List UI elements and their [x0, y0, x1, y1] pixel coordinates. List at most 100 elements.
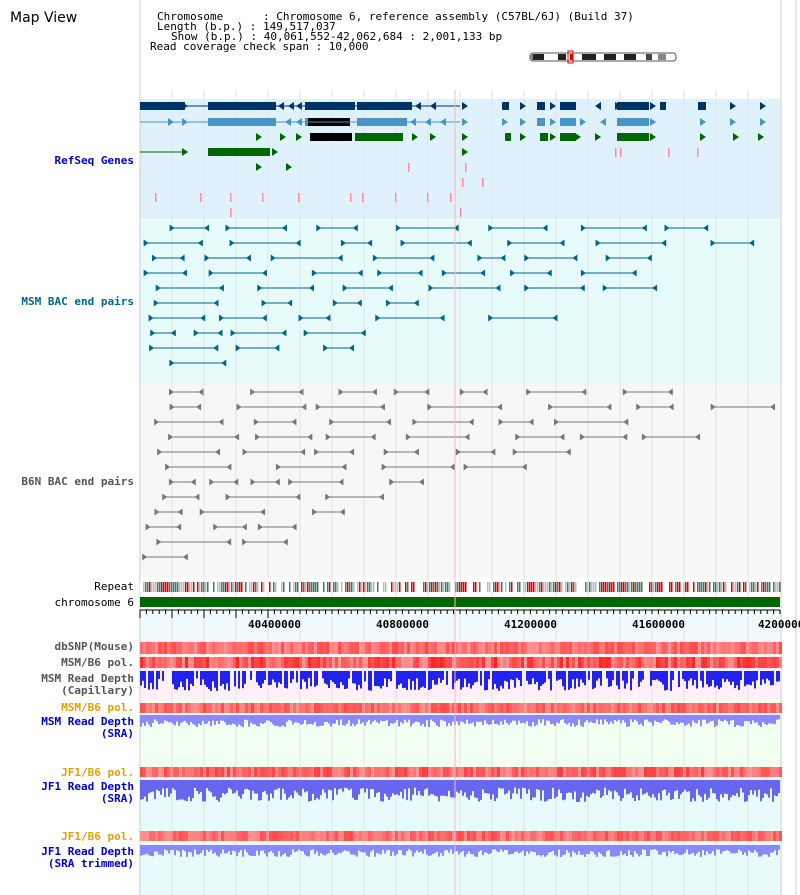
bac-end-marker — [315, 403, 321, 411]
polymorphism-cell — [770, 657, 773, 668]
read-depth-bar — [636, 715, 638, 722]
polymorphism-cell — [443, 831, 446, 841]
polymorphism-cell — [275, 703, 278, 713]
polymorphism-cell — [371, 657, 374, 668]
read-depth-bar — [636, 780, 638, 796]
read-depth-bar — [402, 845, 404, 856]
track-label-b6n-bac[interactable]: B6N BAC end pairs — [21, 475, 134, 488]
read-depth-bar — [278, 780, 280, 789]
read-depth-bar — [526, 845, 528, 852]
repeat-element — [239, 582, 241, 592]
read-depth-bar — [496, 845, 498, 852]
read-depth-bar — [578, 715, 580, 720]
polymorphism-cell — [680, 703, 683, 713]
read-depth-bar — [254, 715, 256, 725]
repeat-track[interactable] — [140, 582, 781, 592]
track-label-msm-bac[interactable]: MSM BAC end pairs — [21, 295, 134, 308]
repeat-element — [395, 582, 397, 592]
read-depth-bar — [468, 780, 470, 800]
msm-bac-end-pairs[interactable] — [143, 224, 755, 367]
repeat-element — [539, 582, 541, 592]
read-depth-bar — [594, 845, 596, 855]
read-depth-bar — [246, 780, 248, 789]
track-label-chromosome[interactable]: chromosome 6 — [54, 596, 134, 609]
gene-exon — [560, 133, 576, 141]
polymorphism-cell — [410, 831, 413, 841]
read-depth-bar — [630, 671, 632, 691]
polymorphism-cell — [458, 767, 461, 777]
depth-tracks[interactable] — [140, 671, 780, 857]
polymorphism-cell — [419, 703, 422, 713]
polymorphism-cell — [443, 703, 446, 713]
read-depth-bar — [696, 845, 698, 854]
read-depth-bar — [178, 715, 180, 726]
read-depth-bar — [368, 845, 370, 857]
read-depth-bar — [456, 780, 458, 792]
read-depth-bar — [764, 845, 766, 854]
track-label-msm-b6-pol-2[interactable]: MSM/B6 pol. — [61, 701, 134, 714]
polymorphism-cell — [608, 831, 611, 841]
read-depth-bar — [392, 845, 394, 852]
polymorphism-cell — [677, 703, 680, 713]
track-label-dbsnp[interactable]: dbSNP(Mouse) — [54, 640, 134, 653]
polymorphism-cell — [287, 642, 290, 654]
chromosome-bar[interactable] — [140, 597, 780, 607]
polymorphism-cell — [722, 831, 725, 841]
polymorphism-cell — [527, 642, 530, 654]
repeat-element — [639, 582, 641, 592]
read-depth-bar — [508, 715, 510, 725]
read-depth-bar — [598, 671, 600, 679]
gene-strand-arrow — [278, 102, 284, 110]
polymorphism-cell — [689, 657, 692, 668]
repeat-element — [497, 582, 499, 592]
read-depth-bar — [352, 780, 354, 798]
repeat-element — [505, 582, 507, 592]
track-label-jf1-depth-sra[interactable]: JF1 Read Depth (SRA) — [41, 780, 134, 805]
read-depth-bar — [418, 715, 420, 723]
read-depth-bar — [564, 671, 566, 691]
polymorphism-cell — [515, 703, 518, 713]
bac-end-marker — [377, 269, 383, 277]
b6n-bac-end-pairs[interactable] — [142, 388, 775, 561]
polymorphism-cell — [533, 767, 536, 777]
track-label-msm-b6-pol[interactable]: MSM/B6 pol. — [61, 656, 134, 669]
read-depth-bar — [608, 845, 610, 851]
track-label-refseq[interactable]: RefSeq Genes — [54, 154, 134, 167]
repeat-element — [305, 582, 307, 592]
polymorphism-cell — [353, 657, 356, 668]
read-depth-bar — [620, 715, 622, 724]
polymorphism-cell — [272, 703, 275, 713]
bac-end-marker — [199, 508, 205, 516]
read-depth-bar — [390, 845, 392, 857]
track-label-repeat[interactable]: Repeat — [94, 580, 134, 593]
polymorphism-cell — [512, 642, 515, 654]
chromosome-ideogram[interactable] — [529, 50, 677, 64]
polymorphism-cell — [746, 642, 749, 654]
polymorphism-cell — [587, 703, 590, 713]
track-label-jf1-b6-pol[interactable]: JF1/B6 pol. — [61, 766, 134, 779]
gene-strand-arrow — [600, 118, 606, 126]
polymorphism-cell — [347, 657, 350, 668]
bac-end-marker — [149, 344, 155, 352]
read-depth-bar — [710, 671, 712, 687]
read-depth-bar — [326, 780, 328, 799]
polymorphism-cell — [353, 767, 356, 777]
polymorphism-cell — [581, 831, 584, 841]
polymorphism-cell — [689, 831, 692, 841]
track-label-jf1-b6-pol-2[interactable]: JF1/B6 pol. — [61, 830, 134, 843]
refseq-gene-features[interactable] — [140, 102, 766, 217]
polymorphism-cell — [779, 767, 782, 777]
track-label-msm-depth-capillary[interactable]: MSM Read Depth (Capillary) — [41, 672, 134, 697]
polymorphism-cell — [368, 831, 371, 841]
heat-tracks[interactable] — [140, 642, 782, 841]
read-depth-bar — [378, 845, 380, 854]
polymorphism-cell — [392, 703, 395, 713]
track-label-jf1-depth-trimmed[interactable]: JF1 Read Depth (SRA trimmed) — [41, 845, 134, 870]
read-depth-bar — [254, 780, 256, 794]
read-depth-bar — [296, 671, 298, 683]
polymorphism-cell — [326, 642, 329, 654]
read-depth-bar — [460, 715, 462, 722]
repeat-element — [775, 582, 777, 592]
track-label-msm-depth-sra[interactable]: MSM Read Depth (SRA) — [41, 715, 134, 740]
